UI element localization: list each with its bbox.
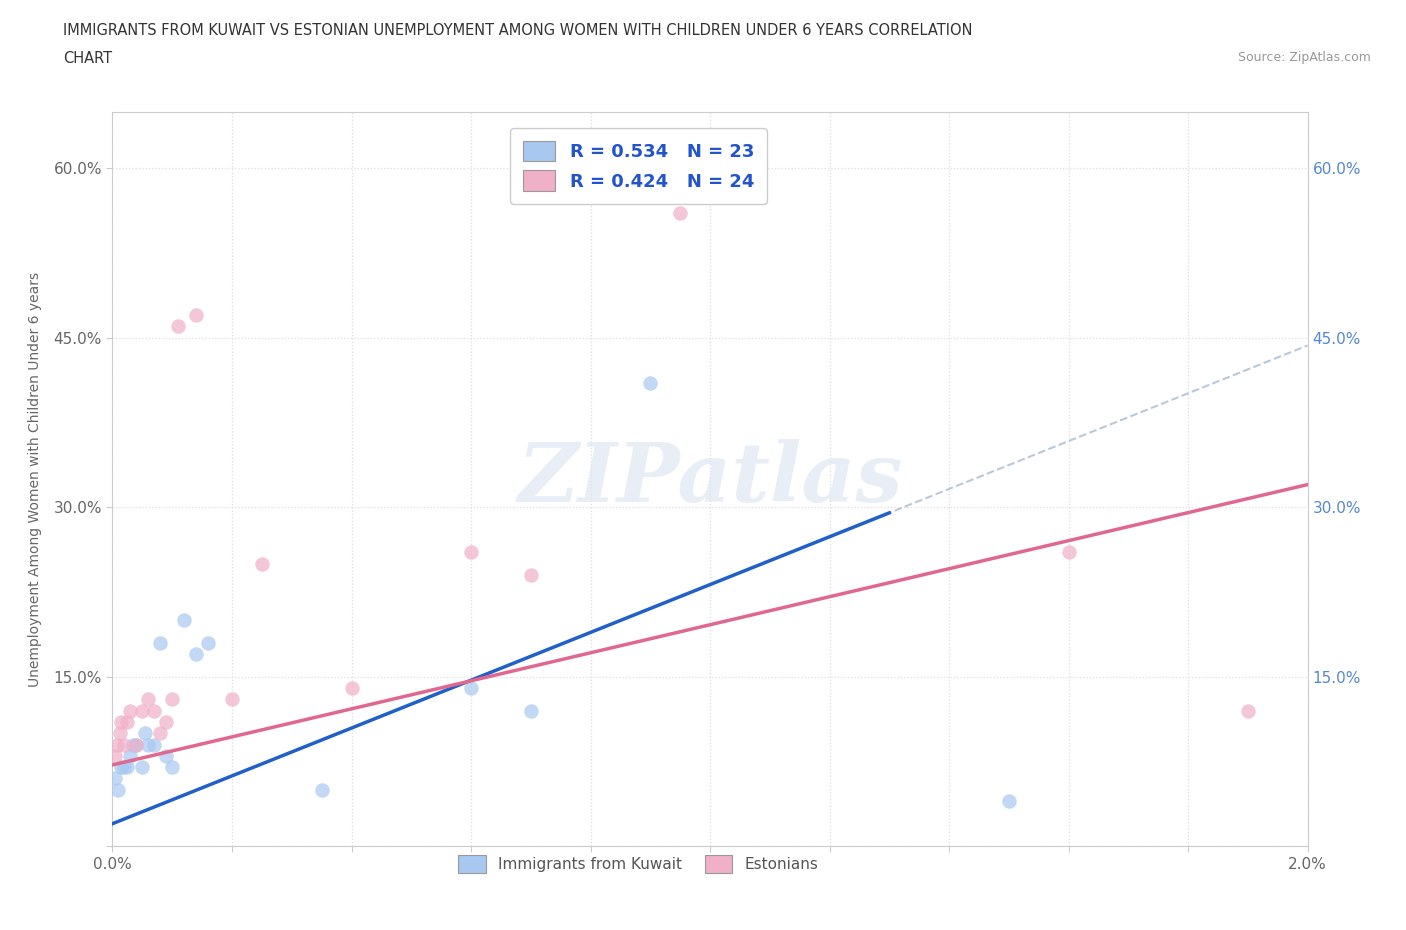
Point (998, 793, 1021, 808)
Point (167, 319, 190, 334)
Point (669, 206, 692, 220)
Point (149, 725, 172, 740)
Point (186, 308, 208, 323)
Point (117, 714, 139, 729)
Point (125, 737, 148, 752)
Point (131, 760, 153, 775)
Point (131, 703, 153, 718)
Point (120, 703, 142, 718)
Text: ZIPatlas: ZIPatlas (517, 439, 903, 519)
Point (117, 760, 139, 775)
Point (114, 737, 135, 752)
Legend: Immigrants from Kuwait, Estonians: Immigrants from Kuwait, Estonians (453, 849, 824, 879)
Point (110, 760, 132, 775)
Point (340, 681, 363, 696)
Point (460, 681, 482, 696)
Point (110, 714, 132, 729)
Point (221, 692, 243, 707)
Point (122, 737, 145, 752)
Point (108, 725, 131, 740)
Y-axis label: Unemployment Among Women with Children Under 6 years: Unemployment Among Women with Children U… (28, 272, 42, 686)
Text: Source: ZipAtlas.com: Source: ZipAtlas.com (1237, 51, 1371, 64)
Point (155, 714, 177, 729)
Point (460, 545, 482, 560)
Point (155, 749, 177, 764)
Point (125, 737, 148, 752)
Point (105, 737, 128, 752)
Text: IMMIGRANTS FROM KUWAIT VS ESTONIAN UNEMPLOYMENT AMONG WOMEN WITH CHILDREN UNDER : IMMIGRANTS FROM KUWAIT VS ESTONIAN UNEMP… (63, 23, 973, 38)
Point (186, 646, 208, 661)
Point (134, 725, 156, 740)
Point (104, 749, 127, 764)
Point (104, 771, 127, 786)
Point (143, 703, 166, 718)
Point (520, 567, 543, 582)
Point (1237, 703, 1260, 718)
Point (143, 737, 166, 752)
Point (107, 782, 129, 797)
Point (120, 749, 142, 764)
Text: CHART: CHART (63, 51, 112, 66)
Point (311, 782, 333, 797)
Point (173, 613, 195, 628)
Point (138, 737, 160, 752)
Point (640, 376, 662, 391)
Point (114, 760, 135, 775)
Point (1057, 545, 1080, 560)
Point (197, 635, 219, 650)
Point (162, 760, 183, 775)
Point (162, 692, 183, 707)
Point (138, 692, 160, 707)
Point (149, 635, 172, 650)
Point (250, 556, 273, 571)
Point (520, 703, 543, 718)
